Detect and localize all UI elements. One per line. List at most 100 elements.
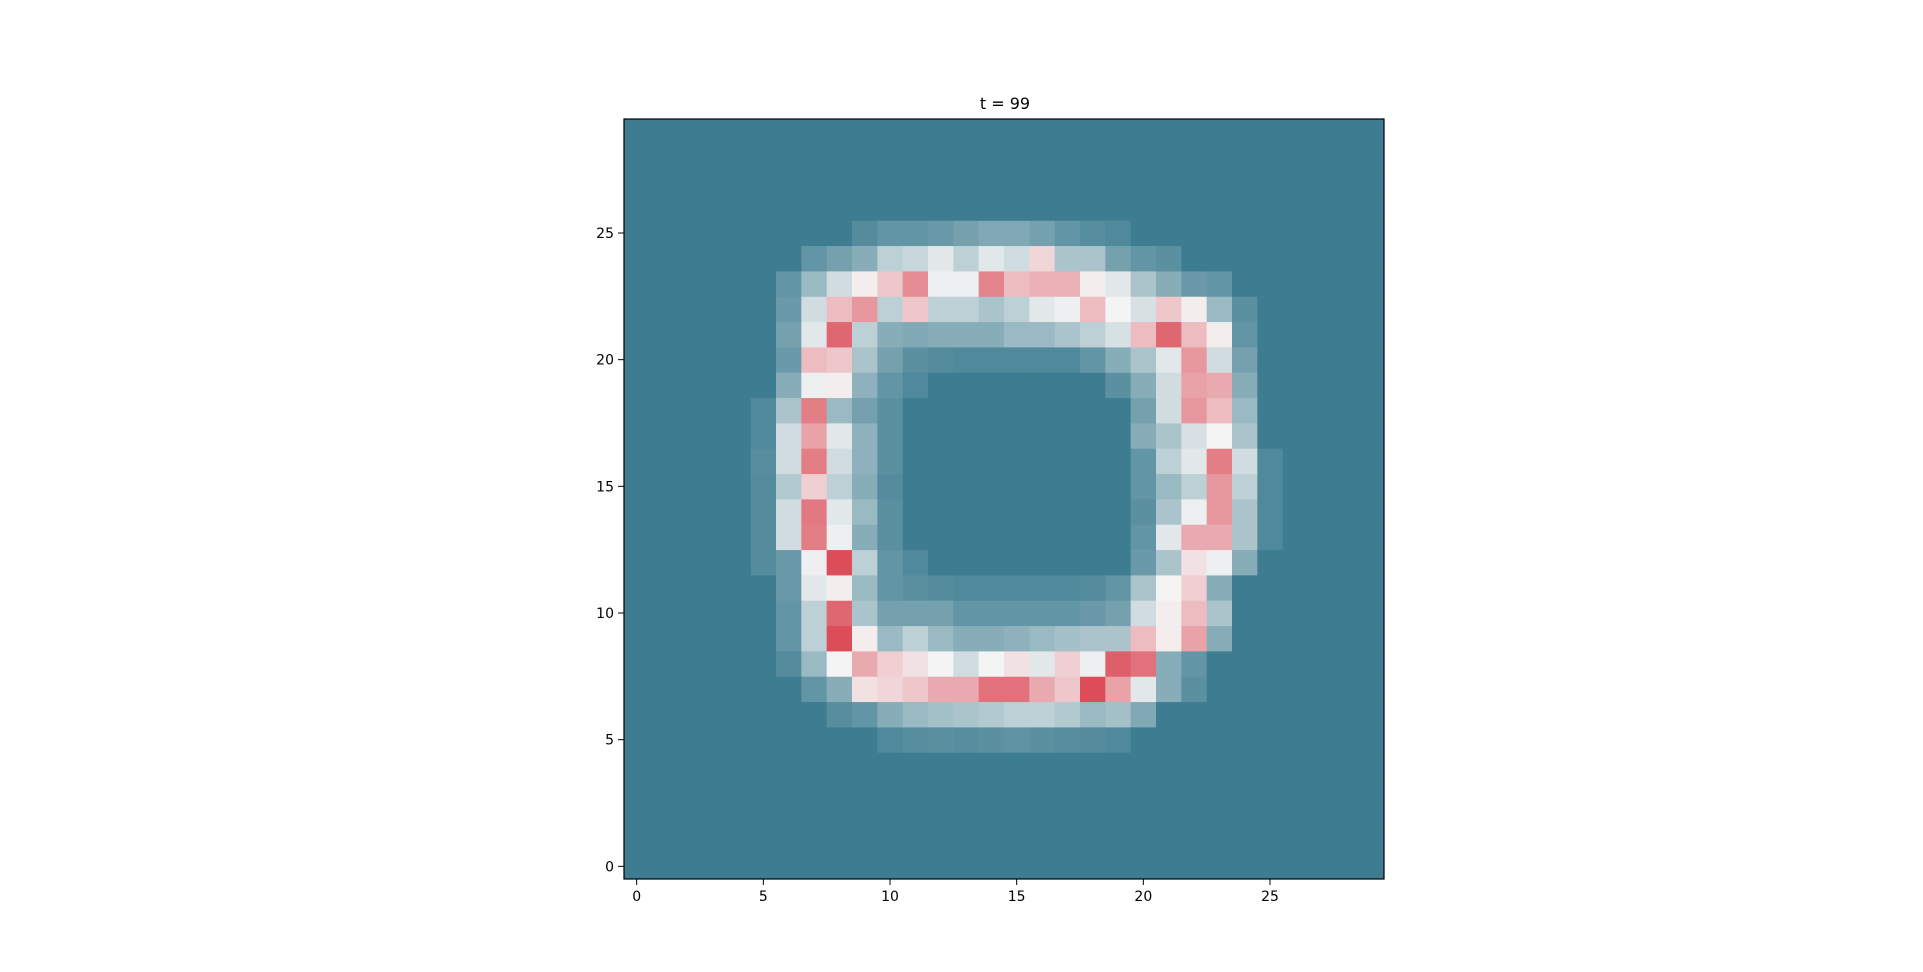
heatmap-cell bbox=[776, 777, 802, 804]
heatmap-cell bbox=[674, 676, 701, 703]
heatmap-cell bbox=[928, 397, 954, 424]
heatmap-cell bbox=[978, 195, 1005, 221]
heatmap-cell bbox=[902, 676, 929, 703]
heatmap-cell bbox=[674, 853, 701, 880]
heatmap-cell bbox=[801, 195, 828, 221]
heatmap-cell bbox=[953, 651, 980, 677]
heatmap-cell bbox=[1257, 499, 1284, 525]
heatmap-cell bbox=[624, 144, 650, 171]
heatmap-cell bbox=[674, 625, 701, 652]
heatmap-cell bbox=[902, 448, 929, 475]
heatmap-cell bbox=[1156, 271, 1182, 297]
heatmap-cell bbox=[674, 575, 701, 601]
heatmap-cell bbox=[928, 727, 954, 753]
heatmap-cell bbox=[978, 676, 1005, 703]
heatmap-cell bbox=[1333, 473, 1360, 500]
heatmap-cell bbox=[1105, 524, 1132, 551]
heatmap-cell bbox=[1358, 676, 1385, 703]
heatmap-cell bbox=[725, 169, 752, 196]
heatmap-cell bbox=[624, 727, 650, 753]
heatmap-cell bbox=[1181, 600, 1208, 627]
heatmap-cell bbox=[1232, 701, 1258, 728]
heatmap-cell bbox=[1004, 448, 1030, 475]
heatmap-cell bbox=[1257, 803, 1284, 829]
heatmap-cell bbox=[1206, 372, 1233, 399]
heatmap-cell bbox=[1232, 777, 1258, 804]
heatmap-cell bbox=[877, 727, 904, 753]
x-tick-label: 15 bbox=[1008, 889, 1026, 905]
heatmap-cell bbox=[674, 144, 701, 171]
heatmap-cell bbox=[1105, 296, 1132, 323]
heatmap-cell bbox=[1358, 321, 1385, 348]
heatmap-cell bbox=[776, 853, 802, 880]
heatmap-cell bbox=[725, 397, 752, 424]
heatmap-cell bbox=[674, 828, 701, 855]
heatmap-cell bbox=[700, 499, 726, 525]
heatmap-cell bbox=[674, 245, 701, 272]
heatmap-cell bbox=[1358, 423, 1385, 449]
heatmap-cell bbox=[1257, 372, 1284, 399]
heatmap-cell bbox=[1232, 524, 1258, 551]
x-tick-label: 10 bbox=[881, 889, 899, 905]
heatmap-cell bbox=[1257, 245, 1284, 272]
heatmap-cell bbox=[649, 727, 676, 753]
heatmap-cell bbox=[750, 651, 777, 677]
heatmap-cell bbox=[1232, 625, 1258, 652]
heatmap-cell bbox=[928, 575, 954, 601]
heatmap-cell bbox=[953, 828, 980, 855]
heatmap-cell bbox=[1029, 423, 1056, 449]
heatmap-cell bbox=[902, 397, 929, 424]
heatmap-cell bbox=[1004, 701, 1030, 728]
heatmap-cell bbox=[1181, 423, 1208, 449]
x-tick-label: 5 bbox=[759, 889, 768, 905]
heatmap-cell bbox=[1333, 119, 1360, 145]
heatmap-cell bbox=[624, 651, 650, 677]
heatmap-cell bbox=[700, 625, 726, 652]
heatmap-cell bbox=[902, 144, 929, 171]
heatmap-cell bbox=[1130, 727, 1157, 753]
heatmap-cell bbox=[928, 448, 954, 475]
heatmap-cell bbox=[1232, 372, 1258, 399]
heatmap-cell bbox=[928, 549, 954, 576]
heatmap-cell bbox=[674, 321, 701, 348]
heatmap-cell bbox=[877, 271, 904, 297]
heatmap-cell bbox=[649, 245, 676, 272]
heatmap-cell bbox=[1130, 549, 1157, 576]
heatmap-cell bbox=[1029, 549, 1056, 576]
heatmap-cell bbox=[978, 220, 1005, 247]
heatmap-cell bbox=[1358, 701, 1385, 728]
heatmap-cell bbox=[1181, 701, 1208, 728]
heatmap-cell bbox=[826, 625, 853, 652]
heatmap-cell bbox=[1004, 195, 1030, 221]
heatmap-cell bbox=[1257, 473, 1284, 500]
heatmap-cell bbox=[700, 321, 726, 348]
heatmap-cell bbox=[1232, 169, 1258, 196]
heatmap-cell bbox=[750, 271, 777, 297]
heatmap-cell bbox=[953, 271, 980, 297]
heatmap-cell bbox=[953, 853, 980, 880]
heatmap-cell bbox=[826, 777, 853, 804]
heatmap-cell bbox=[1282, 803, 1309, 829]
heatmap-cell bbox=[1105, 423, 1132, 449]
heatmap-cell bbox=[750, 499, 777, 525]
heatmap-cell bbox=[1105, 448, 1132, 475]
heatmap-cell bbox=[1358, 245, 1385, 272]
heatmap-cell bbox=[902, 372, 929, 399]
heatmap-cell bbox=[1257, 676, 1284, 703]
heatmap-cell bbox=[1358, 119, 1385, 145]
heatmap-cell bbox=[1181, 651, 1208, 677]
heatmap-cell bbox=[826, 575, 853, 601]
heatmap-cell bbox=[953, 347, 980, 373]
heatmap-cell bbox=[1004, 372, 1030, 399]
heatmap-cell bbox=[801, 701, 828, 728]
heatmap-cell bbox=[1181, 271, 1208, 297]
heatmap-cell bbox=[1004, 803, 1030, 829]
heatmap-cell bbox=[1358, 777, 1385, 804]
heatmap-cell bbox=[902, 828, 929, 855]
heatmap-cell bbox=[826, 473, 853, 500]
heatmap-cell bbox=[649, 195, 676, 221]
heatmap-cell bbox=[877, 397, 904, 424]
heatmap-cell bbox=[1004, 676, 1030, 703]
heatmap-cell bbox=[725, 321, 752, 348]
heatmap-cell bbox=[1130, 676, 1157, 703]
